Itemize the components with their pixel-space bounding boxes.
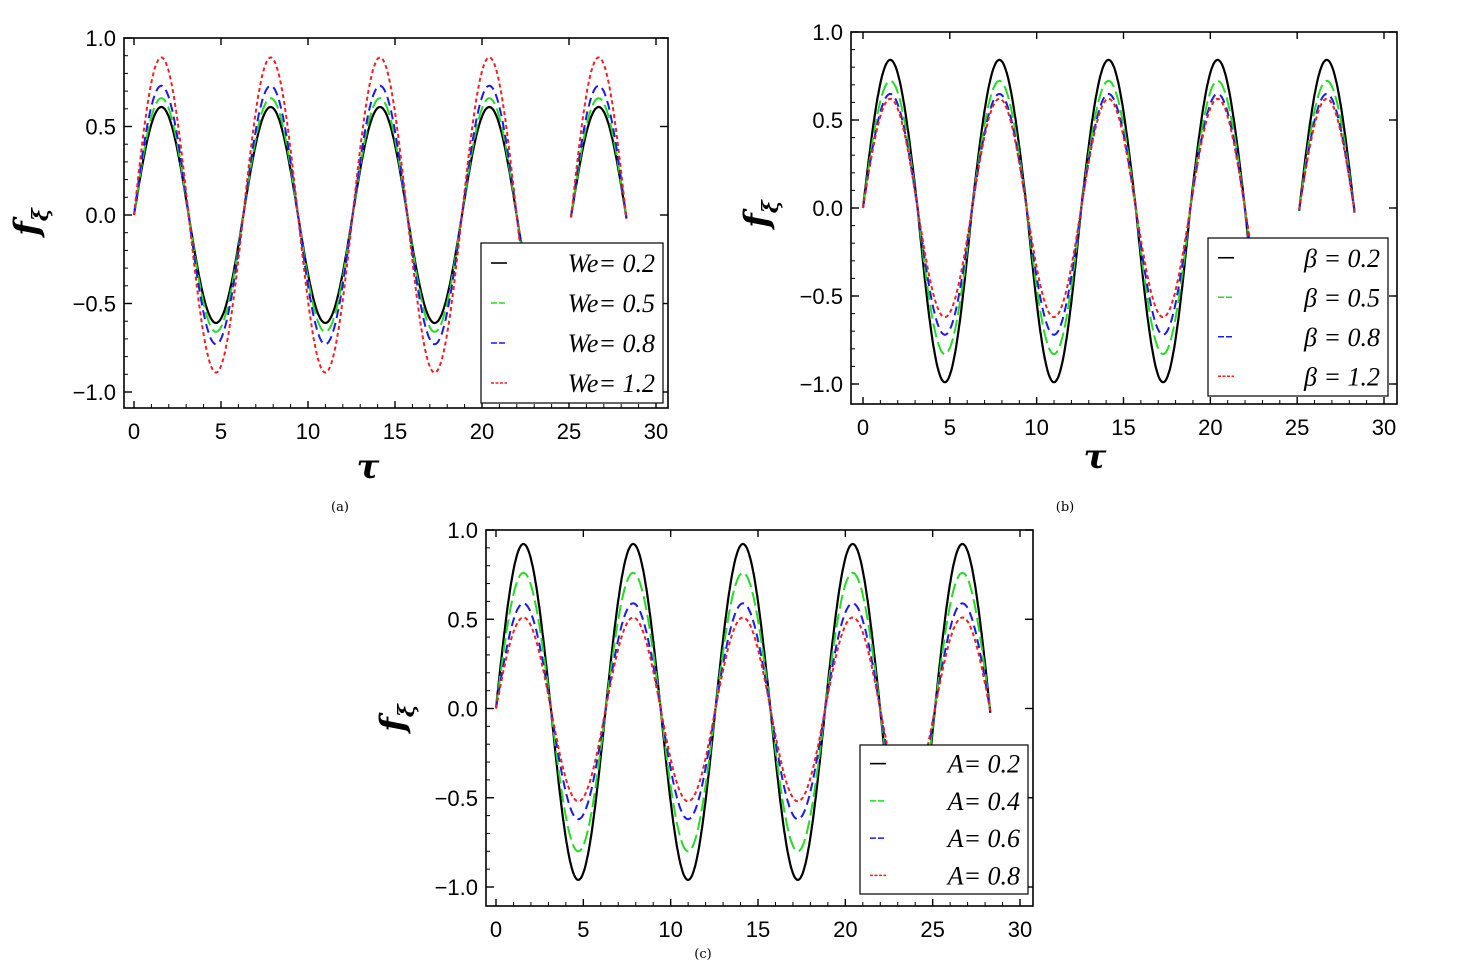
y-tick-label: 0.0: [85, 203, 116, 228]
y-axis-label: fξ: [373, 703, 420, 734]
legend-label: β = 1.2: [1303, 362, 1380, 391]
series-line: [495, 571, 992, 853]
plot-frame: [123, 37, 669, 409]
y-tick-label: −1.0: [800, 372, 843, 397]
y-tick-label: 0.5: [85, 115, 116, 140]
y-tick-label: −0.5: [73, 292, 116, 317]
legend-label: β = 0.8: [1303, 323, 1380, 352]
series-line: [495, 616, 992, 803]
y-axis-label: fξ: [7, 207, 54, 238]
x-tick-label: 15: [383, 419, 407, 444]
x-tick-label: 5: [944, 415, 956, 440]
y-tick-label: −1.0: [73, 380, 116, 405]
panel-caption: (c): [694, 947, 711, 962]
y-tick-label: 1.0: [85, 26, 116, 51]
y-tick-label: 1.0: [812, 20, 843, 45]
chart-panel: 0 5 10 15 20 25 30 −1.0 −0.5 0.0 0.5 1.0 β = 0.2 β = …: [737, 20, 1398, 515]
x-tick-label: 30: [1008, 917, 1032, 942]
legend-label: We= 1.2: [568, 369, 655, 398]
x-tick-label: 10: [658, 917, 682, 942]
chart-panel: 0 5 10 15 20 25 30 −1.0 −0.5 0.0 0.5 1.0 We= 0.2 We= …: [7, 26, 669, 515]
legend-box: [859, 744, 1029, 895]
y-tick-label: −0.5: [435, 786, 478, 811]
x-tick-label: 15: [1111, 415, 1135, 440]
legend-box: [480, 242, 664, 404]
x-tick-label: 20: [1198, 415, 1222, 440]
y-axis-label: fξ: [737, 199, 784, 230]
series-line: [133, 56, 628, 374]
x-tick-label: 25: [1285, 415, 1309, 440]
x-tick-label: 0: [128, 419, 140, 444]
y-tick-label: 0.0: [812, 196, 843, 221]
x-tick-label: 20: [833, 917, 857, 942]
x-tick-label: 5: [577, 917, 589, 942]
x-tick-label: 0: [490, 917, 502, 942]
y-tick-label: 1.0: [447, 518, 478, 543]
legend-label: A= 0.6: [946, 824, 1020, 853]
legend-label: We= 0.2: [568, 249, 655, 278]
x-tick-label: 5: [215, 419, 227, 444]
y-tick-label: 0.0: [447, 697, 478, 722]
series-line: [133, 84, 628, 346]
legend-box: [1207, 237, 1389, 397]
legend-label: A= 0.4: [946, 787, 1020, 816]
y-tick-label: 0.5: [447, 607, 478, 632]
x-tick-label: 20: [470, 419, 494, 444]
plot-frame: [485, 529, 1034, 907]
x-tick-label: 10: [296, 419, 320, 444]
legend-label: β = 0.5: [1303, 283, 1380, 312]
x-tick-label: 25: [920, 917, 944, 942]
panel-caption: (b): [1056, 500, 1074, 515]
series-line: [862, 97, 1356, 319]
legend-label: A= 0.2: [946, 750, 1020, 779]
x-tick-label: 30: [644, 419, 668, 444]
x-axis-label: τ: [1084, 437, 1107, 477]
legend-label: A= 0.8: [946, 861, 1020, 890]
x-tick-label: 25: [557, 419, 581, 444]
y-axis-label-subscript: ξ: [758, 199, 784, 213]
x-tick-label: 10: [1024, 415, 1048, 440]
y-tick-label: −1.0: [435, 875, 478, 900]
chart-panel: 0 5 10 15 20 25 30 −1.0 −0.5 0.0 0.5 1.0 A= 0.2 A= 0.…: [373, 518, 1034, 962]
y-tick-label: 0.5: [812, 108, 843, 133]
legend-label: β = 0.2: [1303, 244, 1380, 273]
x-tick-label: 15: [746, 917, 770, 942]
y-axis-label-subscript: ξ: [394, 703, 420, 717]
x-tick-label: 0: [857, 415, 869, 440]
legend-label: We= 0.8: [568, 329, 655, 358]
x-tick-label: 30: [1372, 415, 1396, 440]
legend-label: We= 0.5: [568, 289, 655, 318]
x-axis-label: τ: [357, 447, 380, 487]
y-tick-label: −0.5: [800, 284, 843, 309]
y-axis-label-subscript: ξ: [28, 207, 54, 221]
panel-caption: (a): [331, 500, 349, 515]
